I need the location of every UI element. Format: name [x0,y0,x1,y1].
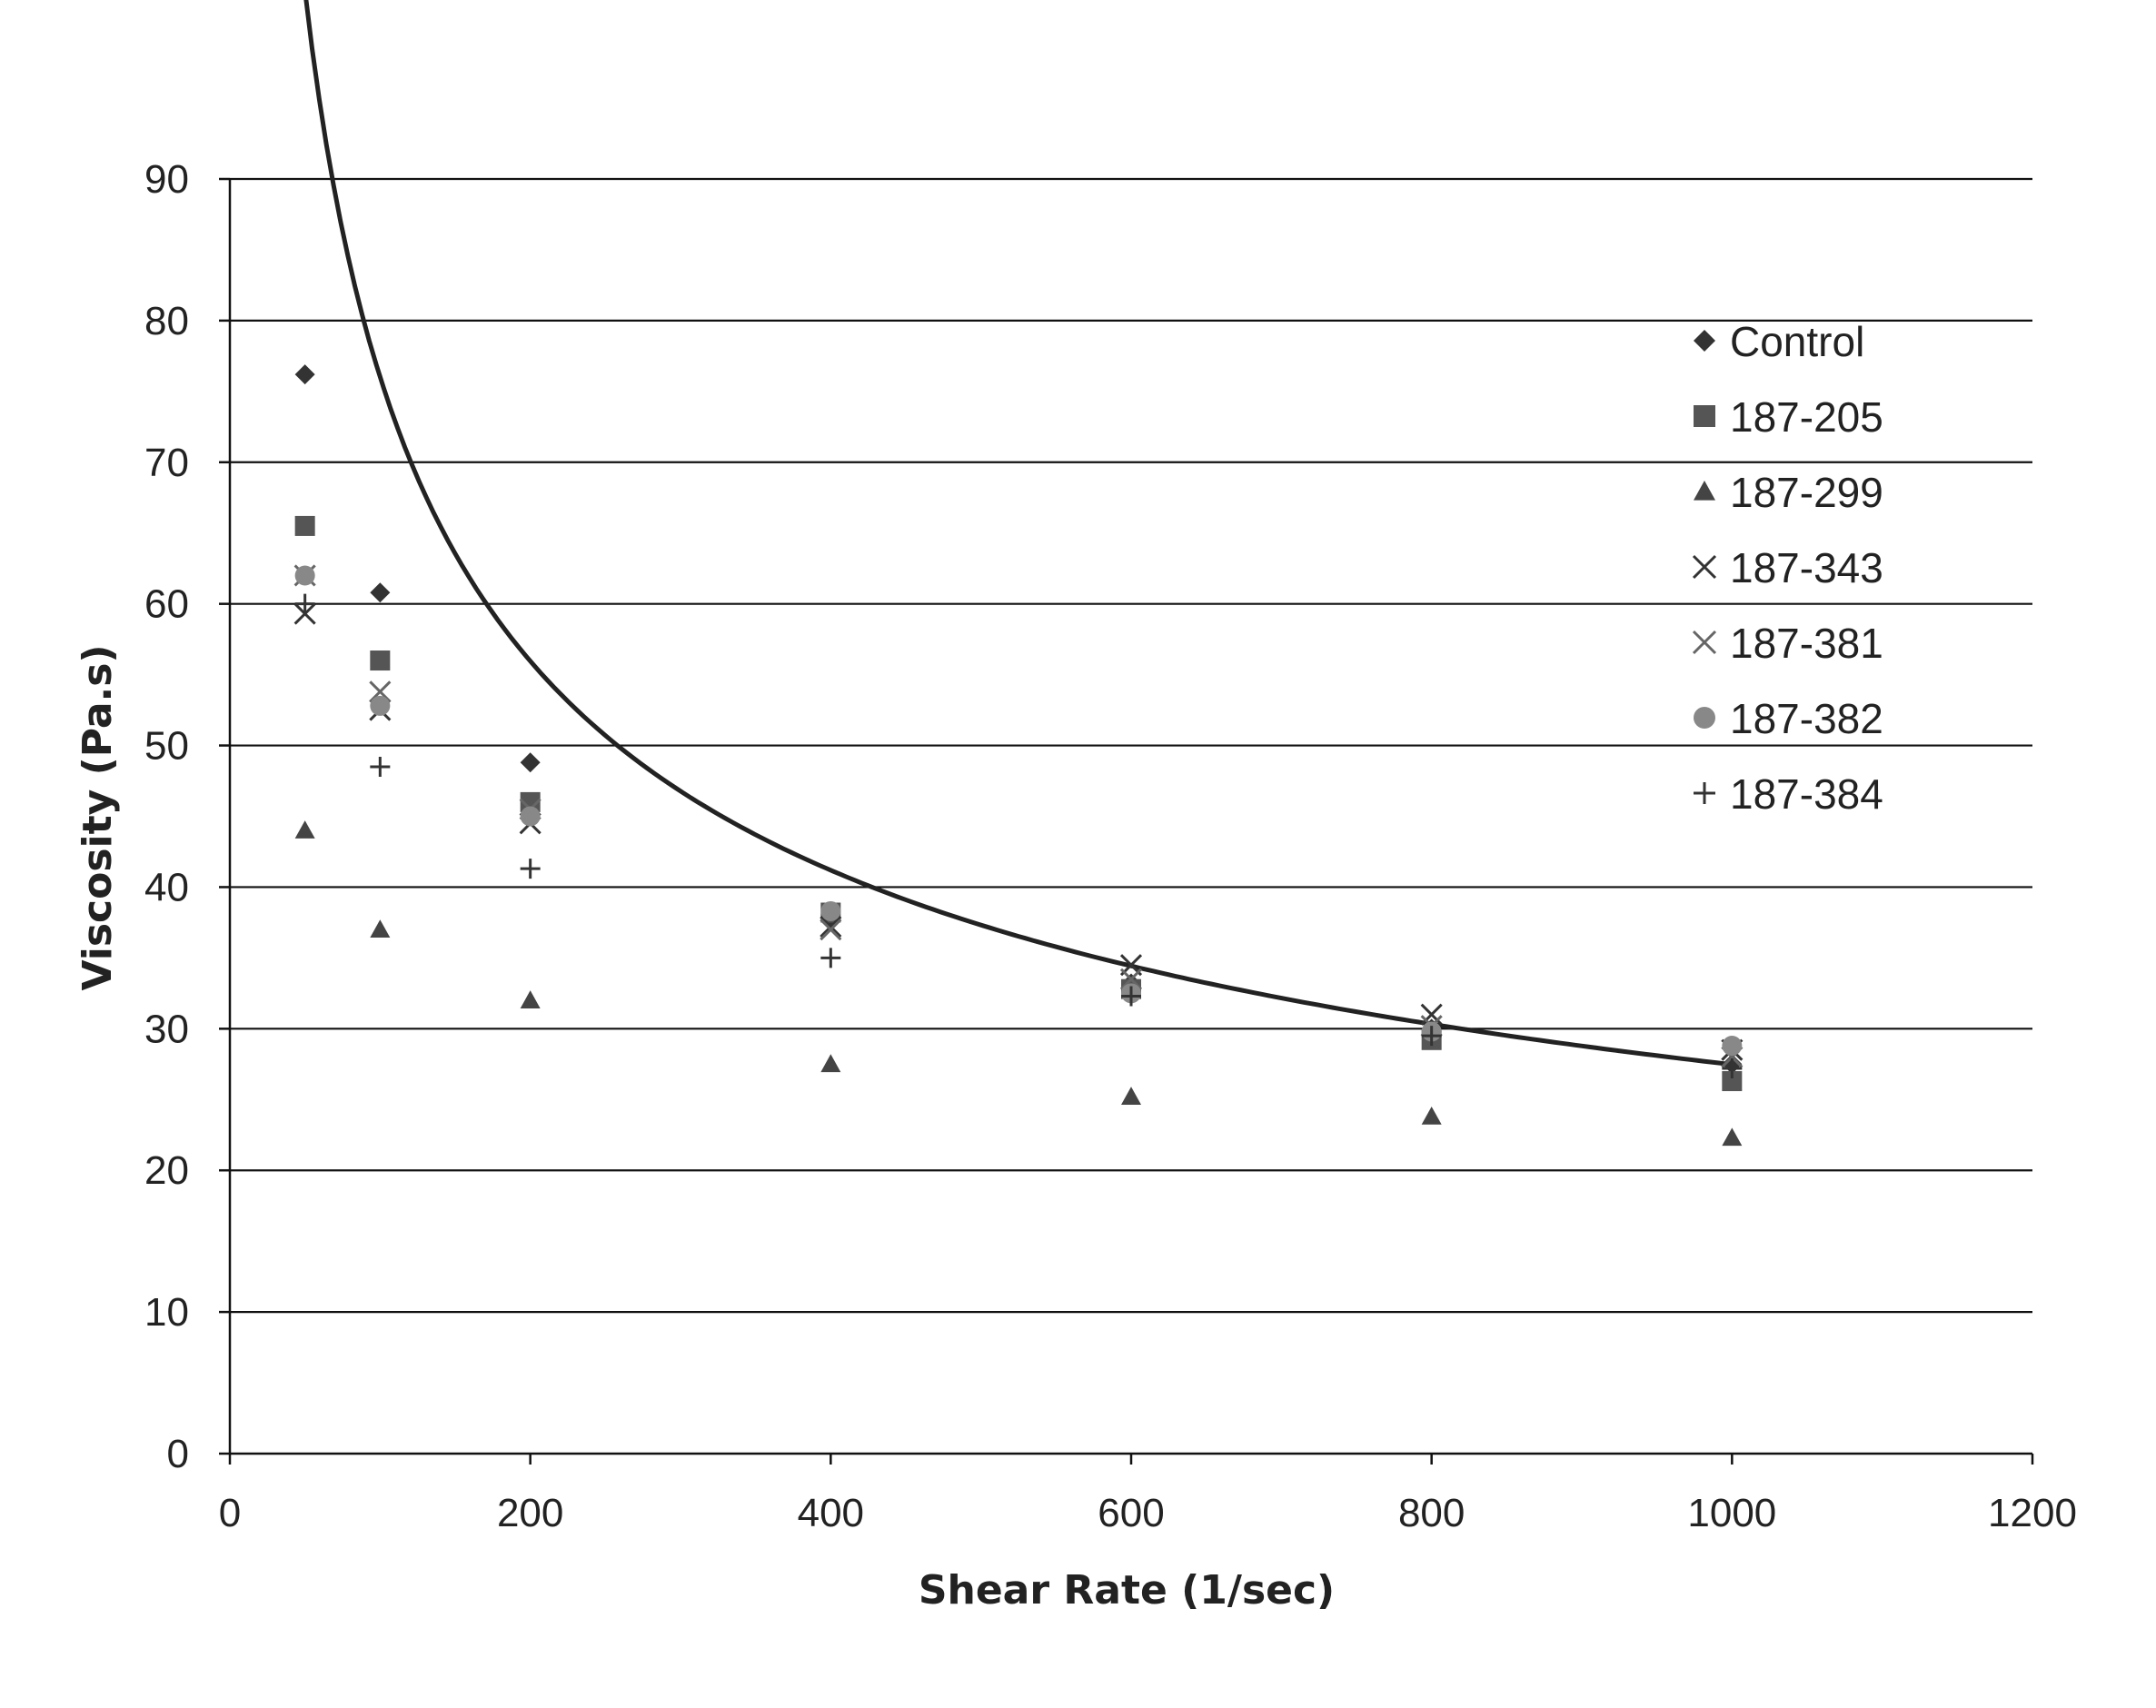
point-187-382-1 [370,696,390,716]
point-187-205-1 [370,650,390,670]
point-187-299-2 [521,990,541,1008]
point-187-382-6 [1722,1036,1742,1056]
point-control-2 [521,752,541,772]
legend-label-187-384: 187-384 [1730,770,1883,818]
point-187-299-6 [1722,1127,1742,1146]
point-control-1 [370,582,390,602]
legend-marker-187-381 [1694,631,1715,653]
trendline-path [305,0,1733,1065]
point-187-382-2 [521,807,541,827]
point-187-299-1 [370,919,390,938]
x-tick-label-200: 200 [497,1491,563,1535]
y-tick-label-70: 70 [144,441,189,485]
point-control-0 [295,364,315,384]
point-187-299-5 [1422,1107,1442,1125]
legend-label-control: Control [1730,318,1864,365]
point-187-382-3 [820,901,840,921]
legend: Control 187-205 187-299 187-343 187-381 187-3… [1694,318,1883,818]
legend-label-187-299: 187-299 [1730,469,1883,516]
point-187-384-1 [370,757,390,777]
y-tick-labels: 0 10 20 30 40 50 60 70 80 90 [144,157,189,1476]
legend-marker-control [1694,330,1715,352]
y-tick-label-30: 30 [144,1007,189,1051]
point-187-382-0 [295,565,315,585]
legend-label-187-343: 187-343 [1730,544,1883,591]
x-tick-label-400: 400 [798,1491,864,1535]
legend-marker-187-299 [1694,481,1715,501]
x-axis-title: Shear Rate (1/sec) [919,1567,1335,1614]
point-187-299-4 [1121,1087,1141,1105]
x-tick-labels: 0 200 400 600 800 1000 1200 [219,1491,2077,1535]
x-tick-label-1000: 1000 [1687,1491,1776,1535]
legend-marker-187-343 [1694,556,1715,578]
x-tick-label-600: 600 [1098,1491,1164,1535]
point-187-205-0 [295,516,315,536]
point-187-384-3 [820,948,840,968]
point-187-299-3 [820,1054,840,1072]
legend-label-187-381: 187-381 [1730,620,1883,667]
y-tick-label-40: 40 [144,865,189,909]
y-tick-label-90: 90 [144,157,189,202]
legend-marker-187-205 [1694,405,1715,427]
y-tick-label-60: 60 [144,582,189,627]
point-187-384-2 [521,859,541,879]
y-tick-label-50: 50 [144,724,189,769]
x-tick-label-1200: 1200 [1988,1491,2077,1535]
legend-marker-187-384 [1694,782,1715,804]
legend-label-187-205: 187-205 [1730,393,1883,441]
y-tick-label-80: 80 [144,299,189,343]
y-tick-label-20: 20 [144,1148,189,1193]
x-tick-label-0: 0 [219,1491,241,1535]
point-187-384-0 [295,594,315,614]
y-tick-label-0: 0 [167,1432,189,1476]
point-187-299-0 [295,820,315,839]
y-tick-label-10: 10 [144,1290,189,1335]
x-tick-label-800: 800 [1398,1491,1465,1535]
legend-marker-187-382 [1694,707,1715,729]
legend-label-187-382: 187-382 [1730,695,1883,742]
y-axis-title: Viscosity (Pa.s) [75,644,121,990]
axes [219,179,2032,1465]
trendline [305,0,1733,1065]
